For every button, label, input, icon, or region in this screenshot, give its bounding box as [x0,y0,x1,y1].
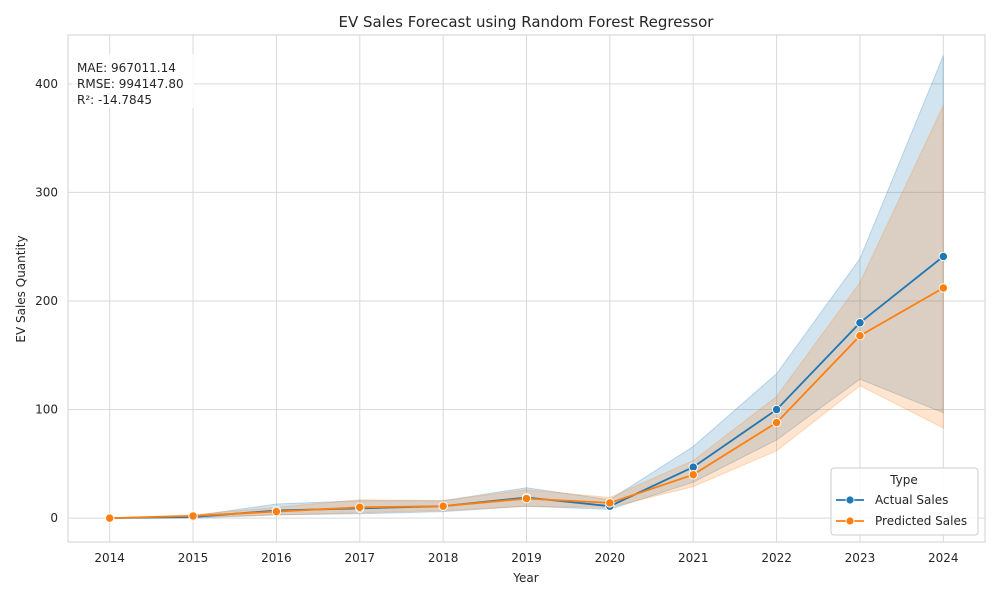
confidence-bands [109,55,944,519]
confidence-band-actual [109,55,944,519]
grid [68,35,985,542]
metric-mae: MAE: 967011.14 [77,61,176,75]
chart-title: EV Sales Forecast using Random Forest Re… [339,13,715,31]
data-point-predicted [355,502,365,512]
x-tick-label: 2022 [761,551,792,565]
series-points [105,251,948,523]
x-tick-label: 2016 [261,551,292,565]
x-tick-label: 2017 [344,551,375,565]
x-tick-label: 2021 [678,551,709,565]
y-tick-labels: 0 100 200 300 400 [35,77,58,525]
data-point-predicted [271,506,282,517]
data-point-predicted [771,417,782,428]
legend-label-actual: Actual Sales [875,493,948,507]
data-point-actual [855,318,865,328]
data-point-actual [938,251,948,262]
y-tick-label: 400 [35,77,58,91]
data-point-actual [771,404,782,415]
legend-box [830,467,979,536]
data-point-predicted [938,283,948,293]
metric-rmse: RMSE: 994147.80 [77,77,184,91]
x-tick-label: 2019 [511,551,542,565]
data-point-predicted [105,513,115,523]
x-tick-labels: 2014 2015 2016 2017 2018 2019 2020 2021 2022 2023… [94,551,958,565]
legend-marker-predicted [845,516,855,526]
x-tick-label: 2015 [178,551,209,565]
x-tick-label: 2024 [928,551,959,565]
legend: Type Actual Sales Predicted Sales [830,467,979,536]
data-point-predicted [188,511,198,521]
metrics-box: MAE: 967011.14 RMSE: 994147.80 R²: -14.7… [72,54,194,108]
y-axis-label: EV Sales Quantity [14,235,28,342]
x-tick-label: 2018 [428,551,459,565]
y-tick-label: 100 [35,403,58,417]
y-tick-label: 300 [35,185,58,199]
legend-title: Type [889,473,918,487]
data-point-predicted [605,498,615,508]
x-axis-label: Year [512,571,538,585]
data-point-predicted [438,501,448,511]
metric-r2: R²: -14.7845 [77,93,152,107]
y-tick-label: 0 [50,511,58,525]
confidence-band-predicted [109,105,944,519]
x-tick-label: 2020 [595,551,626,565]
legend-label-predicted: Predicted Sales [875,514,967,528]
x-tick-label: 2023 [845,551,876,565]
legend-marker-actual [845,495,855,505]
data-point-actual [688,462,698,472]
data-point-predicted [688,470,698,480]
y-tick-label: 200 [35,294,58,308]
data-point-predicted [855,331,865,341]
x-tick-label: 2014 [94,551,125,565]
data-point-predicted [521,493,532,504]
